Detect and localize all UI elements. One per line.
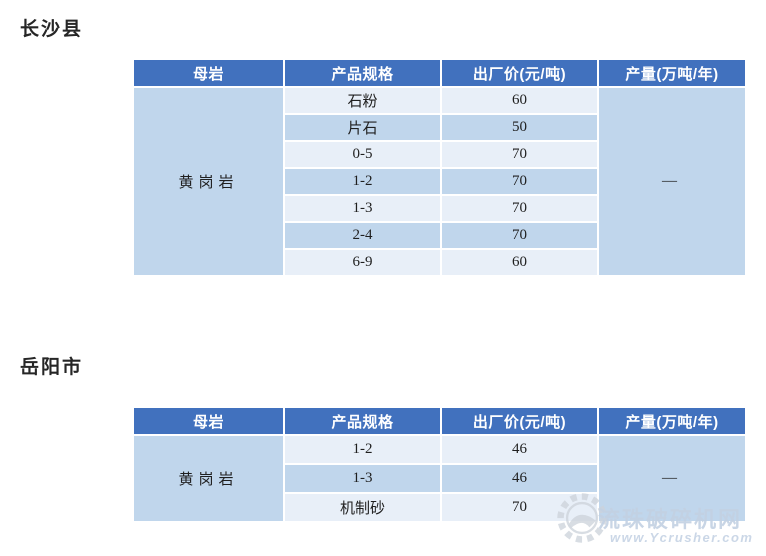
price-cell: 46 (440, 463, 599, 494)
price-table-yueyang: 母岩 产品规格 出厂价(元/吨) 产量(万吨/年) 黄岗岩 1-2 46—1-3 46 机制砂 7… (132, 406, 747, 523)
price-cell: 50 (440, 113, 599, 142)
table-row: 黄岗岩 石粉 60— (132, 86, 747, 277)
rock-cell: 黄岗岩 (132, 434, 285, 523)
column-header: 母岩 (132, 406, 285, 436)
table-row: 6-9 60 (133, 248, 746, 277)
table-row: 1-3 46 (133, 463, 746, 494)
table-row: 2-4 70 (133, 221, 746, 250)
price-cell: 70 (440, 492, 599, 523)
table-row: 1-2 70 (133, 167, 746, 196)
price-table-changsha: 母岩 产品规格 出厂价(元/吨) 产量(万吨/年) 黄岗岩 石粉 60— 片石 50 0-5 70 1… (132, 58, 747, 277)
table-row: 黄岗岩 1-2 46— (132, 434, 747, 523)
spec-cell: 石粉 (283, 86, 442, 115)
spec-cell: 1-2 (283, 434, 442, 465)
spec-cell: 机制砂 (283, 492, 442, 523)
column-header: 出厂价(元/吨) (440, 58, 599, 88)
section-title-changsha: 长沙县 (20, 18, 84, 40)
spec-cell: 片石 (283, 113, 442, 142)
column-header: 产量(万吨/年) (597, 406, 747, 436)
column-header: 产量(万吨/年) (597, 58, 747, 88)
price-cell: 46 (440, 434, 599, 465)
spec-cell: 2-4 (283, 221, 442, 250)
output-cell: — (597, 434, 747, 523)
price-cell: 70 (440, 140, 599, 169)
table-row: 0-5 70 (133, 140, 746, 169)
spec-cell: 1-3 (283, 194, 442, 223)
table-row: 1-3 70 (133, 194, 746, 223)
column-header: 出厂价(元/吨) (440, 406, 599, 436)
column-header: 产品规格 (283, 58, 442, 88)
price-cell: 60 (440, 86, 599, 115)
price-cell: 60 (440, 248, 599, 277)
price-cell: 70 (440, 221, 599, 250)
section-title-yueyang: 岳阳市 (20, 356, 84, 378)
output-cell: — (597, 86, 747, 277)
spec-cell: 0-5 (283, 140, 442, 169)
price-cell: 70 (440, 194, 599, 223)
price-cell: 70 (440, 167, 599, 196)
spec-cell: 1-3 (283, 463, 442, 494)
rock-cell: 黄岗岩 (132, 86, 285, 277)
column-header: 产品规格 (283, 406, 442, 436)
spec-cell: 6-9 (283, 248, 442, 277)
column-header: 母岩 (132, 58, 285, 88)
table-row: 片石 50 (133, 113, 746, 142)
spec-cell: 1-2 (283, 167, 442, 196)
watermark-url: www.Ycrusher.com (610, 530, 754, 545)
